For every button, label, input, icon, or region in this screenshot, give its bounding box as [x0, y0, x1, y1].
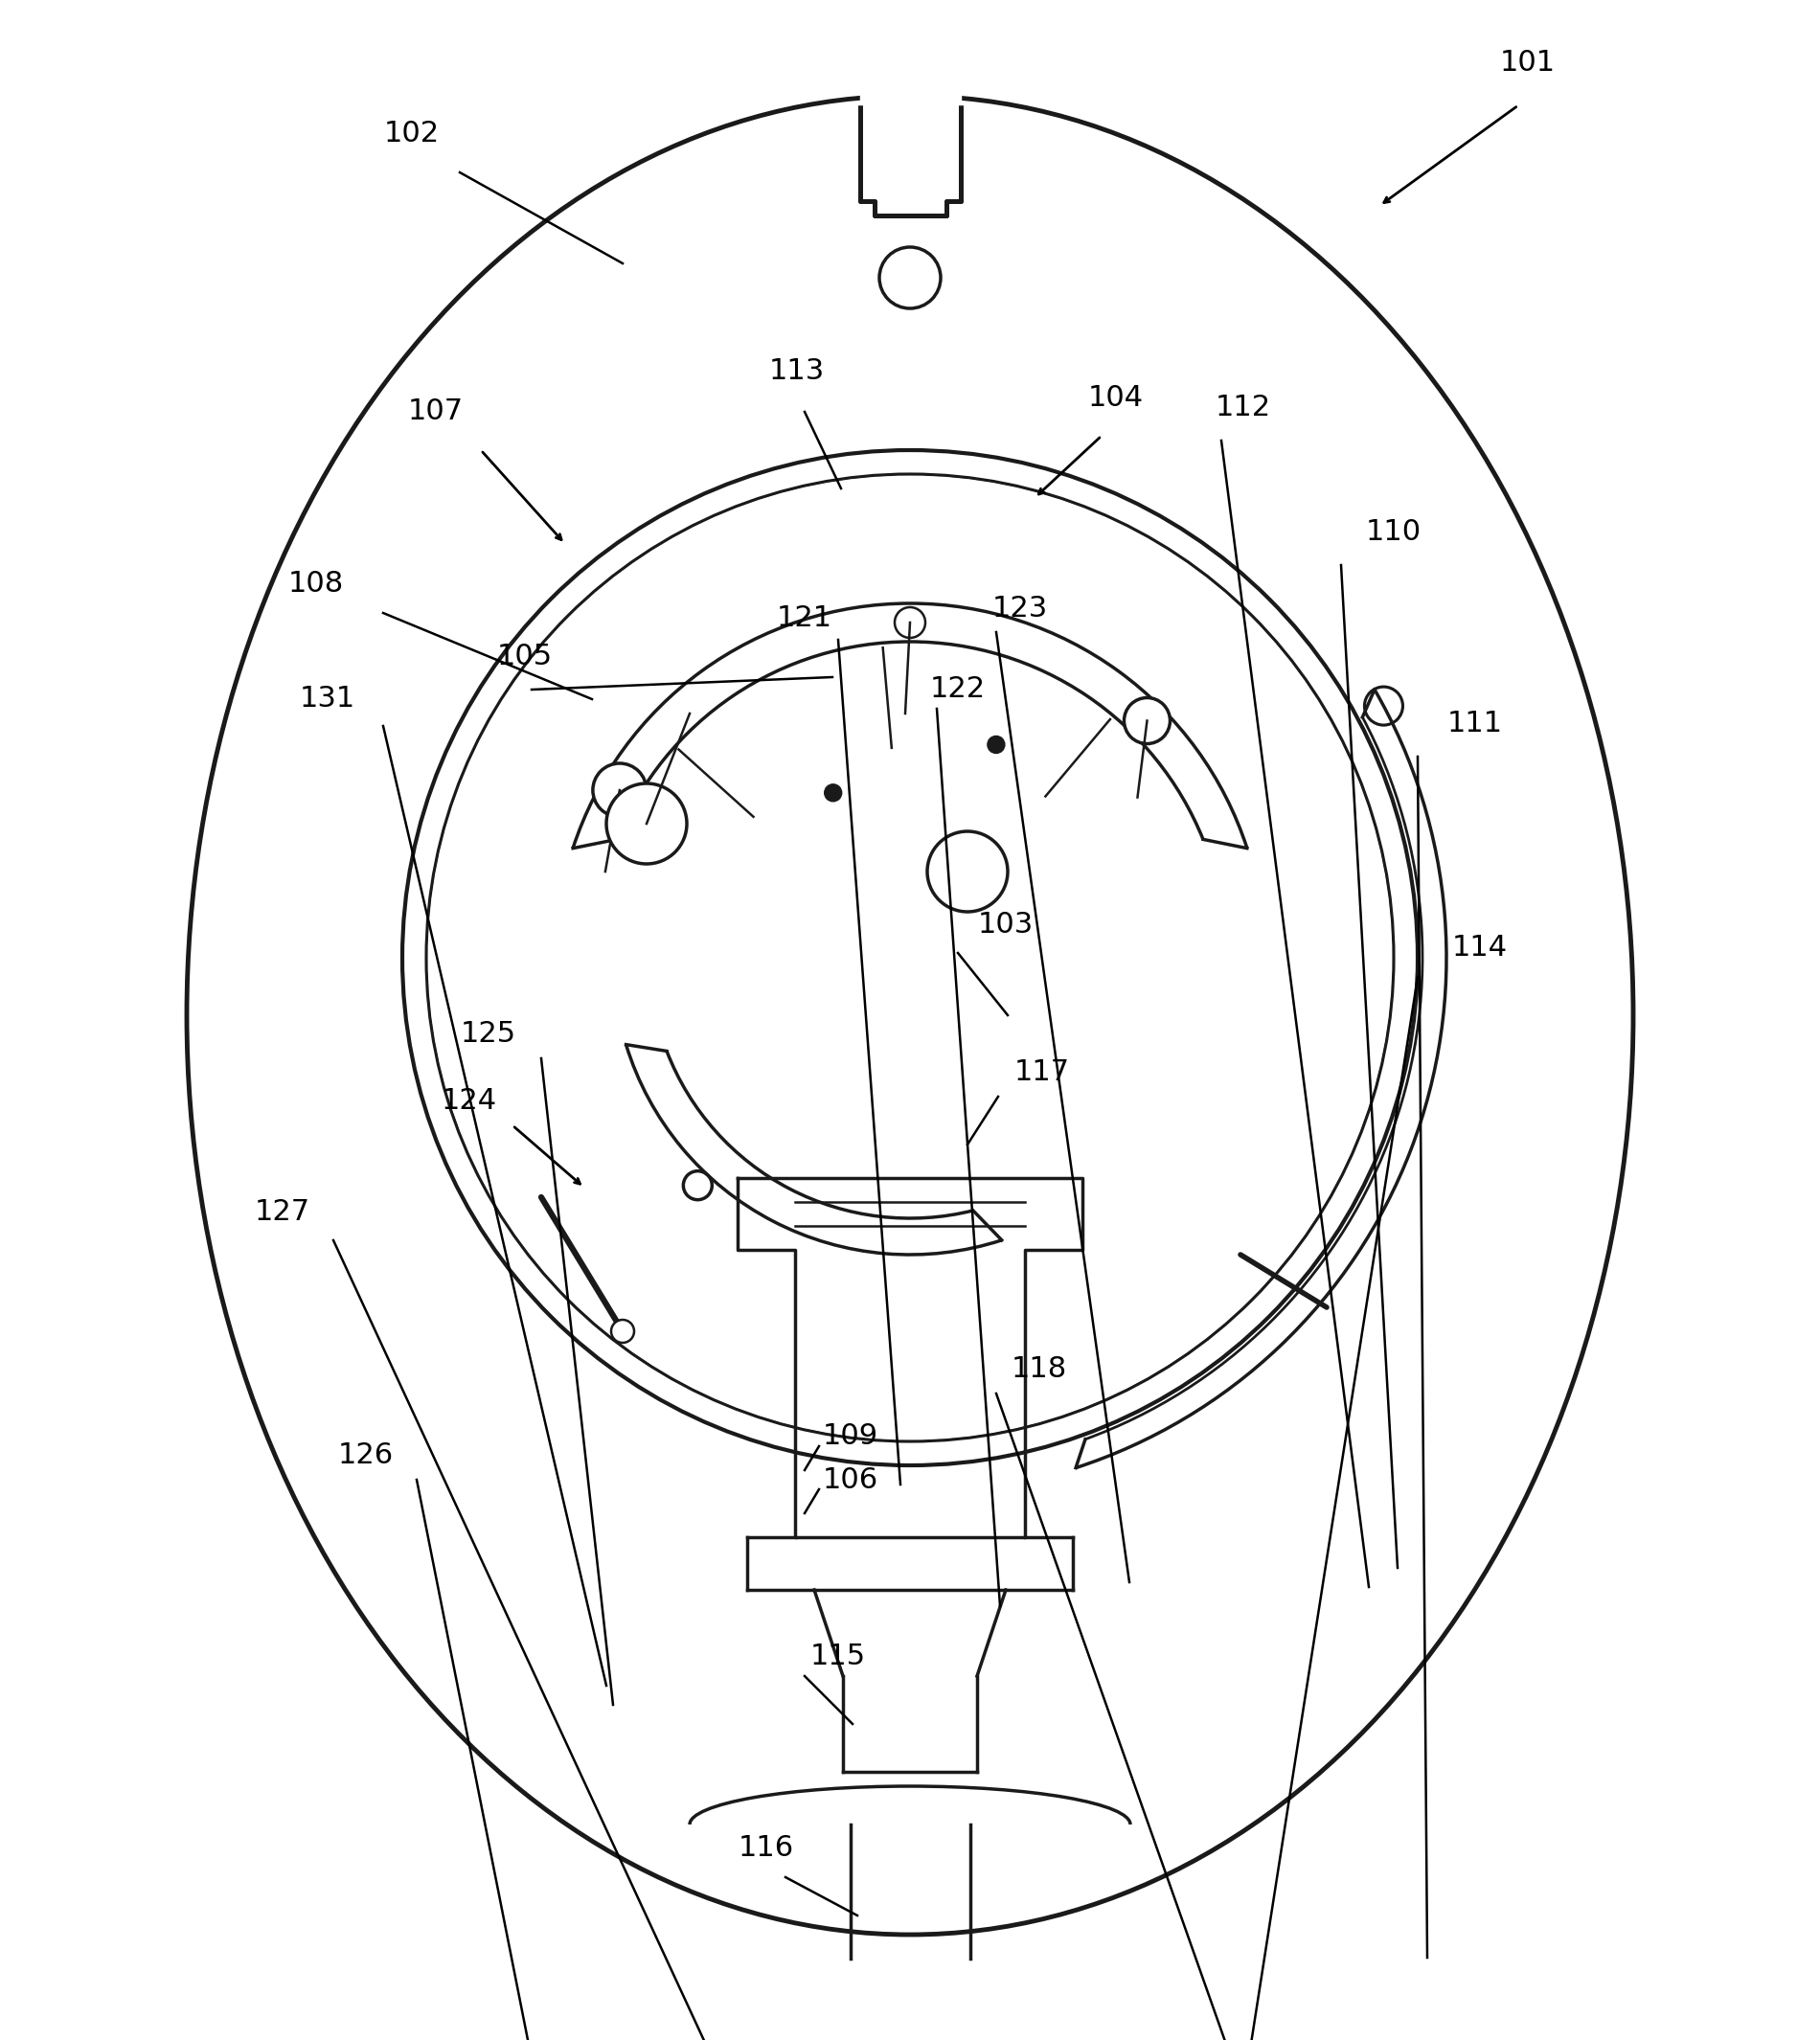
Circle shape [988, 736, 1005, 753]
Text: 125: 125 [460, 1020, 517, 1049]
Text: 110: 110 [1365, 518, 1421, 545]
Text: 109: 109 [823, 1422, 879, 1450]
Text: 131: 131 [300, 685, 355, 714]
Text: 103: 103 [977, 910, 1034, 938]
Circle shape [612, 1320, 633, 1342]
Text: 124: 124 [442, 1087, 497, 1116]
Text: 121: 121 [777, 604, 832, 632]
Circle shape [593, 763, 646, 816]
Text: 105: 105 [497, 643, 553, 669]
Text: 117: 117 [1014, 1059, 1070, 1087]
Text: 127: 127 [255, 1197, 311, 1226]
Text: 118: 118 [1012, 1357, 1067, 1383]
Text: 113: 113 [770, 357, 824, 386]
Text: 106: 106 [823, 1467, 879, 1493]
Text: 102: 102 [384, 120, 440, 149]
Text: 126: 126 [339, 1442, 393, 1469]
Text: 116: 116 [739, 1834, 794, 1863]
Text: 111: 111 [1447, 710, 1503, 736]
Text: 114: 114 [1452, 934, 1507, 963]
Text: 108: 108 [288, 571, 344, 598]
Circle shape [895, 608, 925, 639]
Text: 123: 123 [992, 594, 1048, 622]
Text: 115: 115 [810, 1642, 866, 1671]
Polygon shape [859, 10, 961, 102]
Circle shape [606, 783, 686, 863]
Text: 122: 122 [930, 675, 986, 704]
Circle shape [428, 475, 1392, 1440]
Circle shape [824, 783, 841, 802]
Text: 112: 112 [1216, 394, 1270, 420]
Circle shape [1125, 698, 1170, 745]
Text: 104: 104 [1088, 384, 1143, 412]
Text: 107: 107 [408, 398, 464, 426]
Text: 101: 101 [1500, 49, 1556, 75]
